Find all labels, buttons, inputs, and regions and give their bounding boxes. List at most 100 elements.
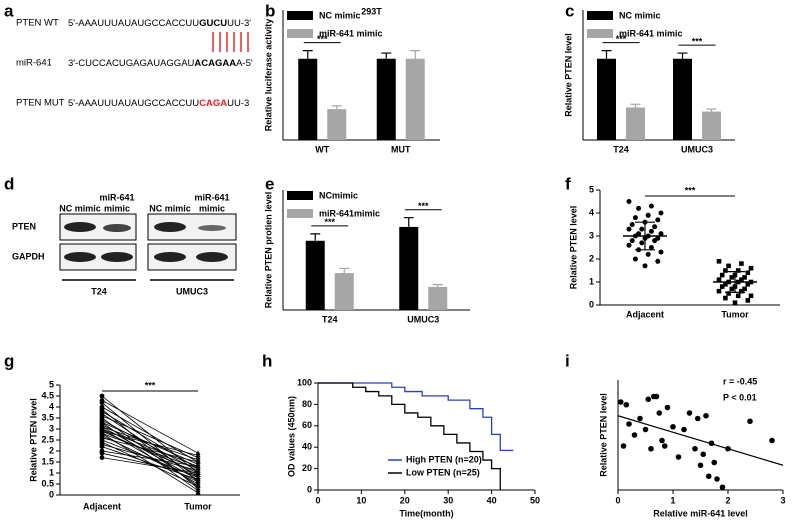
sequence-part: UU-3' [227,18,251,29]
point [745,282,751,287]
panel-label: d [4,174,14,193]
point [99,450,105,456]
sequence-name: miR-641 [16,58,52,69]
survival-curve [318,382,514,452]
y-tick-label: 4 [49,401,54,411]
point [729,286,735,292]
sequence-part: GUCU [199,18,227,29]
error-bar [601,50,612,59]
significance-label: *** [692,36,703,46]
sequence-part: 5'-AAAUUUAUAUGCCACCUU [68,98,199,109]
y-tick-label: 3.5 [41,412,54,422]
x-tick-label: 40 [487,495,497,505]
bar [702,111,721,140]
y-tick-label: 5 [589,184,594,194]
error-bar [677,52,688,59]
significance-label: *** [685,185,696,195]
pair-line [101,415,199,458]
error-bar [630,103,641,108]
point [739,277,744,282]
bar [428,286,448,310]
y-tick-label: 20 [302,463,312,473]
sequence: 5'-AAAUUUAUAUGCCACCUUGUCUUU-3' [68,18,251,29]
point [195,476,201,482]
y-axis-label: Relative PTEN level [28,398,38,482]
point [745,298,751,303]
x-axis-label: Time(month) [399,508,453,518]
panel-label: e [265,174,274,193]
pair-line [101,411,199,469]
legend-label: NCmimic [319,190,358,200]
point [670,423,676,430]
blot [59,213,237,281]
bar [334,273,354,310]
point [648,445,654,452]
trend-line [617,415,784,466]
point [732,300,738,305]
y-tick-label: 0 [49,489,54,499]
point [723,268,728,273]
survival-curve [318,382,501,490]
point [748,265,754,271]
point [723,295,728,301]
x-tick-label: 20 [400,495,410,505]
x-tick-label: WT [315,144,329,154]
point [195,470,201,475]
point [632,256,638,262]
bar [673,58,692,140]
point [745,270,751,276]
point [664,404,671,411]
point [692,445,698,452]
bar [399,226,419,310]
point [639,226,645,232]
x-tick-label: Tumor [184,501,212,511]
x-tick-label: UMUC3 [407,314,439,324]
bar [626,107,645,140]
pair-line [101,450,199,467]
point [726,291,731,296]
point [645,251,651,257]
y-tick-label: 1.5 [41,456,54,466]
point [726,263,731,269]
point [655,258,661,264]
sequence-part: UU-3 [227,98,249,109]
point [99,444,105,449]
pairing-lines [212,32,249,52]
legend-swatch [587,29,613,38]
x-tick-label: 50 [530,495,540,505]
point [636,205,642,211]
legend-label: High PTEN (n=20) [406,454,482,464]
bar [405,58,425,140]
point [747,418,753,425]
point [742,286,747,292]
pair-line [101,406,199,463]
pair-line [101,437,199,463]
point [729,275,735,280]
y-axis-label: OD values (450nm) [286,396,296,477]
lane-label: mimic [199,203,225,213]
error-bar [403,217,414,227]
legend-swatch [587,11,613,20]
bar [305,240,325,310]
y-tick-label: 3 [589,230,594,240]
sequence-part: CAGA [199,98,227,109]
y-tick-label: 1 [49,467,54,477]
point [719,484,726,491]
bar [376,58,396,140]
sequence: 3'-CUCCACUGAGAUAGGAUACAGAAA-5' [68,58,253,69]
point [652,224,658,230]
point [735,268,741,273]
x-tick-label: T24 [613,144,629,154]
error-bar [706,108,717,112]
point [620,443,627,449]
legend-swatch [287,191,313,200]
annotation: P < 0.01 [723,392,757,402]
point [716,277,722,282]
y-tick-label: 3 [49,423,54,433]
point [719,284,725,289]
pair-line [101,433,199,469]
point [632,215,638,221]
point [705,473,712,480]
error-bar [339,267,350,274]
point [714,476,720,482]
